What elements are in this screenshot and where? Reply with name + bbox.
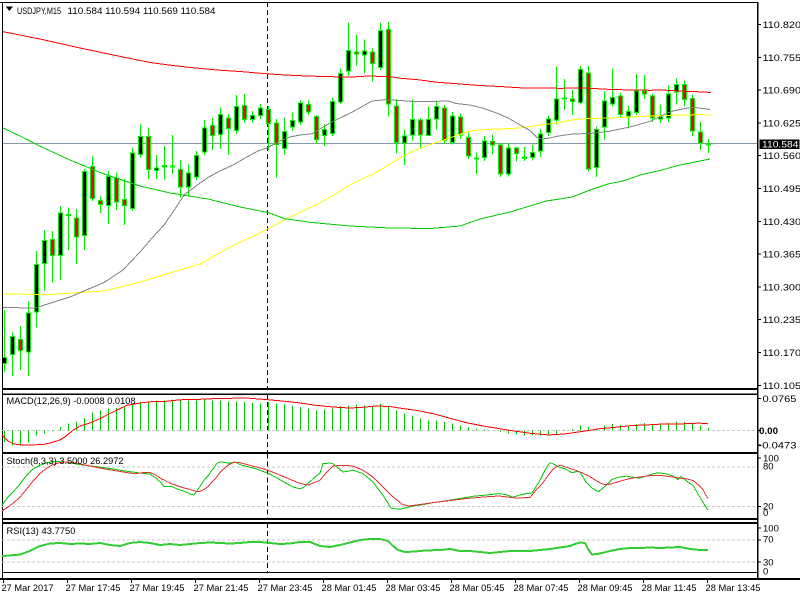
svg-text:28 Mar 01:45: 28 Mar 01:45: [322, 583, 377, 594]
svg-text:27 Mar 17:45: 27 Mar 17:45: [66, 583, 121, 594]
svg-text:110.170: 110.170: [763, 348, 800, 359]
svg-text:30: 30: [763, 558, 774, 569]
svg-text:0.00: 0.00: [759, 426, 778, 437]
svg-text:28 Mar 13:45: 28 Mar 13:45: [706, 583, 761, 594]
svg-text:RSI(13) 43.7750: RSI(13) 43.7750: [7, 526, 76, 537]
svg-text:110.365: 110.365: [763, 250, 800, 261]
svg-text:110.690: 110.690: [763, 86, 800, 97]
svg-text:70: 70: [763, 535, 774, 546]
svg-text:28 Mar 03:45: 28 Mar 03:45: [386, 583, 441, 594]
svg-text:110.235: 110.235: [763, 315, 800, 326]
svg-text:27 Mar 23:45: 27 Mar 23:45: [258, 583, 313, 594]
svg-text:0: 0: [763, 567, 768, 578]
svg-text:110.625: 110.625: [763, 118, 800, 129]
svg-text:Stoch(8,3,3) 3.5000 26.2972: Stoch(8,3,3) 3.5000 26.2972: [7, 456, 124, 467]
svg-text:110.105: 110.105: [763, 381, 800, 392]
svg-text:27 Mar 19:45: 27 Mar 19:45: [130, 583, 185, 594]
svg-text:28 Mar 07:45: 28 Mar 07:45: [514, 583, 569, 594]
svg-text:110.584: 110.584: [762, 139, 799, 150]
svg-text:USDJPY,M15: USDJPY,M15: [17, 6, 61, 17]
svg-text:20: 20: [763, 502, 774, 513]
svg-text:110.300: 110.300: [763, 282, 800, 293]
svg-text:27 Mar 21:45: 27 Mar 21:45: [194, 583, 249, 594]
svg-text:110.430: 110.430: [763, 217, 800, 228]
svg-text:100: 100: [763, 454, 779, 465]
svg-text:110.560: 110.560: [763, 151, 800, 162]
svg-text:MACD(12,26,9) -0.0008 0.0108: MACD(12,26,9) -0.0008 0.0108: [7, 396, 136, 407]
svg-text:28 Mar 11:45: 28 Mar 11:45: [642, 583, 697, 594]
svg-text:110.820: 110.820: [763, 20, 800, 31]
svg-text:28 Mar 09:45: 28 Mar 09:45: [578, 583, 633, 594]
svg-text:110.755: 110.755: [763, 53, 800, 64]
svg-text:80: 80: [763, 462, 774, 473]
svg-text:0.0765: 0.0765: [763, 394, 797, 405]
svg-text:-0.0473: -0.0473: [759, 440, 797, 451]
svg-text:100: 100: [763, 524, 779, 535]
svg-text:110.495: 110.495: [763, 184, 800, 195]
svg-text:27 Mar 2017: 27 Mar 2017: [2, 583, 54, 594]
svg-text:28 Mar 05:45: 28 Mar 05:45: [450, 583, 505, 594]
svg-text:0: 0: [763, 508, 768, 519]
svg-text:110.584 110.594 110.569 110.58: 110.584 110.594 110.569 110.584: [68, 6, 216, 17]
